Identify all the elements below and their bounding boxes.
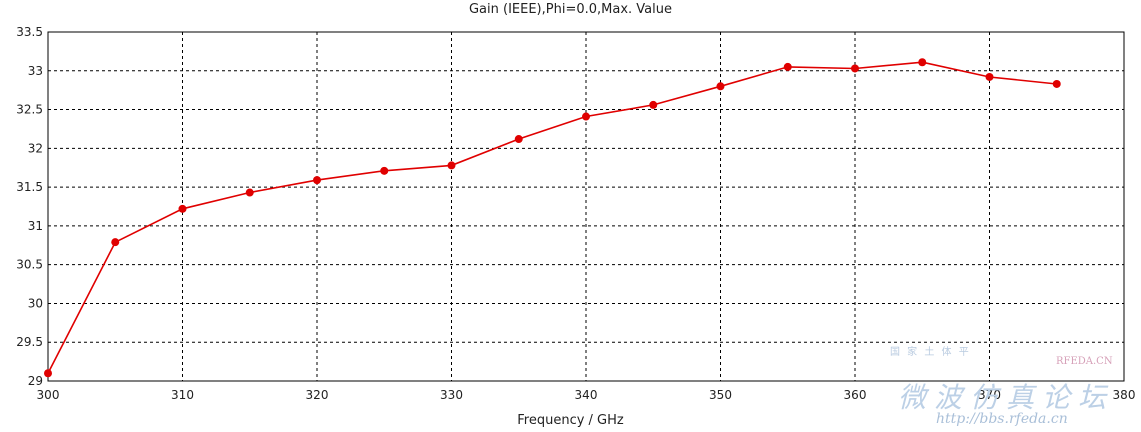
- x-tick-label: 370: [978, 388, 1001, 402]
- y-tick-label: 31.5: [16, 180, 43, 194]
- chart-title: Gain (IEEE),Phi=0.0,Max. Value: [468, 2, 672, 17]
- x-tick-label: 380: [1113, 388, 1136, 402]
- x-tick-label: 350: [709, 388, 732, 402]
- data-point: [380, 166, 389, 175]
- x-tick-label: 300: [37, 388, 60, 402]
- plot-area-frame: [47, 31, 1125, 382]
- data-point: [178, 204, 187, 213]
- x-tick-label: 320: [306, 388, 329, 402]
- x-tick-label: 340: [575, 388, 598, 402]
- y-tick-label: 32.5: [16, 103, 43, 117]
- data-point: [245, 188, 254, 197]
- data-point: [783, 62, 792, 71]
- y-tick-label: 31: [28, 219, 43, 233]
- y-tick-label: 30: [28, 296, 43, 310]
- grid-lines: [48, 32, 1124, 381]
- y-tick-label: 33.5: [16, 25, 43, 39]
- data-point: [447, 161, 456, 170]
- data-point: [514, 135, 523, 144]
- x-tick-label: 360: [844, 388, 867, 402]
- y-tick-label: 30.5: [16, 258, 43, 272]
- y-tick-label: 29: [28, 374, 43, 388]
- data-point: [1052, 79, 1061, 88]
- data-point: [582, 112, 590, 121]
- y-tick-labels: 29 29.5 30 30.5 31 31.5 32 32.5 33 33.5: [16, 25, 43, 388]
- data-point: [985, 72, 994, 81]
- x-tick-label: 310: [171, 388, 194, 402]
- series-layer: [44, 58, 1061, 378]
- data-point: [111, 238, 120, 247]
- data-point: [851, 64, 859, 73]
- y-tick-label: 33: [28, 64, 43, 78]
- data-point: [716, 82, 725, 91]
- data-point: [313, 176, 321, 185]
- y-tick-label: 32: [28, 141, 43, 155]
- data-point: [649, 100, 658, 109]
- x-tick-label: 330: [440, 388, 463, 402]
- x-tick-labels: 300 310 320 330 340 350 360 370 380: [37, 388, 1136, 402]
- y-tick-label: 29.5: [16, 335, 43, 349]
- data-point: [44, 369, 52, 378]
- series-line: [47, 61, 1057, 374]
- data-point: [918, 58, 927, 67]
- x-axis-label: Frequency / GHz: [517, 413, 624, 428]
